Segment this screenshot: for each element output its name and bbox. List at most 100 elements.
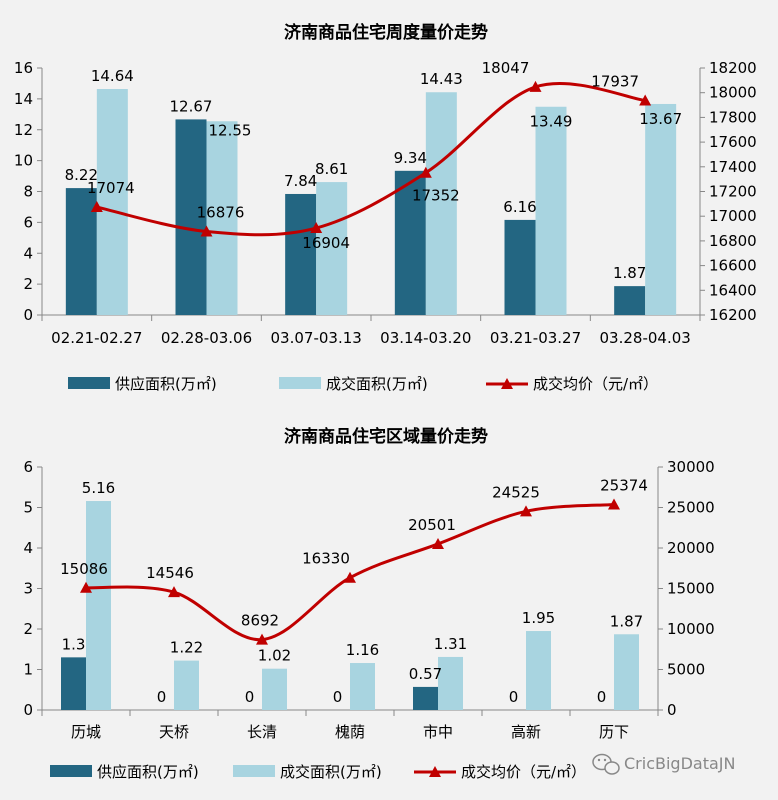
x-tick-label: 槐荫 xyxy=(335,723,365,741)
bar-deal-label: 14.43 xyxy=(420,70,463,88)
x-tick-label: 长清 xyxy=(247,723,277,741)
bar-supply xyxy=(65,188,97,315)
price-point xyxy=(529,80,542,92)
y-left-tick-label: 1 xyxy=(23,661,33,679)
price-point xyxy=(520,505,532,517)
watermark-text: CricBigDataJN xyxy=(624,754,735,773)
bar-deal-label: 1.87 xyxy=(610,612,643,630)
price-point xyxy=(344,571,356,583)
price-label: 8692 xyxy=(241,612,279,630)
y-right-tick-label: 16200 xyxy=(709,306,757,324)
legend-label-supply: 供应面积(万㎡) xyxy=(115,375,217,393)
bar-supply-label: 0 xyxy=(245,688,255,706)
bar-deal xyxy=(316,182,348,315)
y-left-tick-label: 5 xyxy=(23,499,33,517)
bar-supply-label: 9.34 xyxy=(394,149,427,167)
bar-supply-label: 0 xyxy=(509,688,519,706)
y-right-tick-label: 16800 xyxy=(709,232,757,250)
price-point xyxy=(608,498,620,510)
y-left-tick-label: 2 xyxy=(23,620,33,638)
legend-swatch-supply xyxy=(50,765,92,777)
legend-label-price: 成交均价（元/㎡） xyxy=(461,763,586,781)
bar-deal-label: 1.31 xyxy=(434,635,467,653)
price-label: 24525 xyxy=(492,483,540,501)
price-label: 16904 xyxy=(302,234,350,252)
bar-deal xyxy=(174,660,199,710)
bar-supply-label: 1.3 xyxy=(62,635,86,653)
x-tick-label: 天桥 xyxy=(159,723,189,741)
legend-label-supply: 供应面积(万㎡) xyxy=(97,763,199,781)
y-left-tick-label: 3 xyxy=(23,580,33,598)
bar-deal xyxy=(614,634,639,710)
bar-deal xyxy=(262,668,287,710)
weekly-chart: 济南商品住宅周度量价走势 0 2 4 6 8 10 12 14 16 16200 16400 16600… xyxy=(14,22,757,393)
y-right-tick-label: 0 xyxy=(667,701,677,719)
chart-title: 济南商品住宅区域量价走势 xyxy=(284,426,488,447)
bar-deal xyxy=(535,106,567,315)
price-label: 15086 xyxy=(60,560,108,578)
x-tick-label: 03.14-03.20 xyxy=(380,329,471,347)
bar-deal xyxy=(206,121,238,316)
bar-supply xyxy=(61,657,86,710)
bar-deal xyxy=(96,88,128,316)
price-label: 18047 xyxy=(482,59,530,77)
y-left-tick-label: 2 xyxy=(23,275,33,293)
bar-supply xyxy=(504,219,536,315)
price-point xyxy=(256,633,268,645)
x-tick-label: 市中 xyxy=(423,723,453,741)
bar-supply xyxy=(175,119,207,315)
y-left-tick-label: 6 xyxy=(23,458,33,476)
chart-title: 济南商品住宅周度量价走势 xyxy=(284,22,488,43)
y-left-tick-label: 6 xyxy=(23,213,33,231)
price-label: 17352 xyxy=(412,187,460,205)
legend-swatch-deal xyxy=(233,765,275,777)
bar-deal-label: 8.61 xyxy=(315,160,348,178)
y-right-tick-label: 16600 xyxy=(709,257,757,275)
y-right-tick-label: 20000 xyxy=(667,539,715,557)
x-tick-label: 历下 xyxy=(599,723,629,741)
bar-supply xyxy=(394,170,426,315)
x-tick-label: 高新 xyxy=(511,723,541,741)
bar-deal-label: 13.67 xyxy=(639,110,682,128)
bar-deal-label: 5.16 xyxy=(82,479,115,497)
y-right-tick-label: 30000 xyxy=(667,458,715,476)
bar-deal-label: 1.95 xyxy=(522,609,555,627)
watermark: CricBigDataJN xyxy=(592,753,735,775)
legend-swatch-marker xyxy=(429,766,441,777)
bar-supply-label: 7.84 xyxy=(284,172,317,190)
bar-deal xyxy=(438,656,463,710)
price-label: 16876 xyxy=(197,204,245,222)
bar-deal xyxy=(425,92,457,315)
y-right-tick-label: 17800 xyxy=(709,108,757,126)
price-label: 20501 xyxy=(408,516,456,534)
y-left-tick-label: 8 xyxy=(23,183,33,201)
price-point xyxy=(432,537,444,549)
bar-supply-label: 12.67 xyxy=(170,97,213,115)
bar-deal-label: 12.55 xyxy=(209,121,252,139)
y-left-tick-label: 0 xyxy=(23,701,33,719)
price-point xyxy=(639,94,652,106)
price-point xyxy=(419,166,432,178)
y-left-tick-label: 0 xyxy=(23,306,33,324)
y-right-tick-label: 17000 xyxy=(709,207,757,225)
district-chart: 济南商品住宅区域量价走势 0 1 2 3 4 5 6 0 5000 10000 15000 20000 2… xyxy=(23,426,714,781)
price-point xyxy=(200,225,213,237)
bar-supply-label: 0 xyxy=(333,688,343,706)
price-label: 25374 xyxy=(600,476,648,494)
bar-supply xyxy=(614,286,646,315)
x-tick-label: 03.07-03.13 xyxy=(271,329,362,347)
x-tick-label: 02.21-02.27 xyxy=(51,329,142,347)
bar-deal xyxy=(526,631,551,710)
price-line xyxy=(96,81,646,237)
wechat-icon xyxy=(592,753,620,775)
bar-supply-label: 0.57 xyxy=(409,665,442,683)
price-point xyxy=(80,581,92,593)
bar-deal xyxy=(645,103,677,315)
x-tick-label: 03.28-04.03 xyxy=(600,329,691,347)
y-left-tick-label: 16 xyxy=(14,59,33,77)
x-tick-label: 03.21-03.27 xyxy=(490,329,581,347)
y-left-tick-label: 4 xyxy=(23,244,33,262)
y-right-tick-label: 17600 xyxy=(709,133,757,151)
